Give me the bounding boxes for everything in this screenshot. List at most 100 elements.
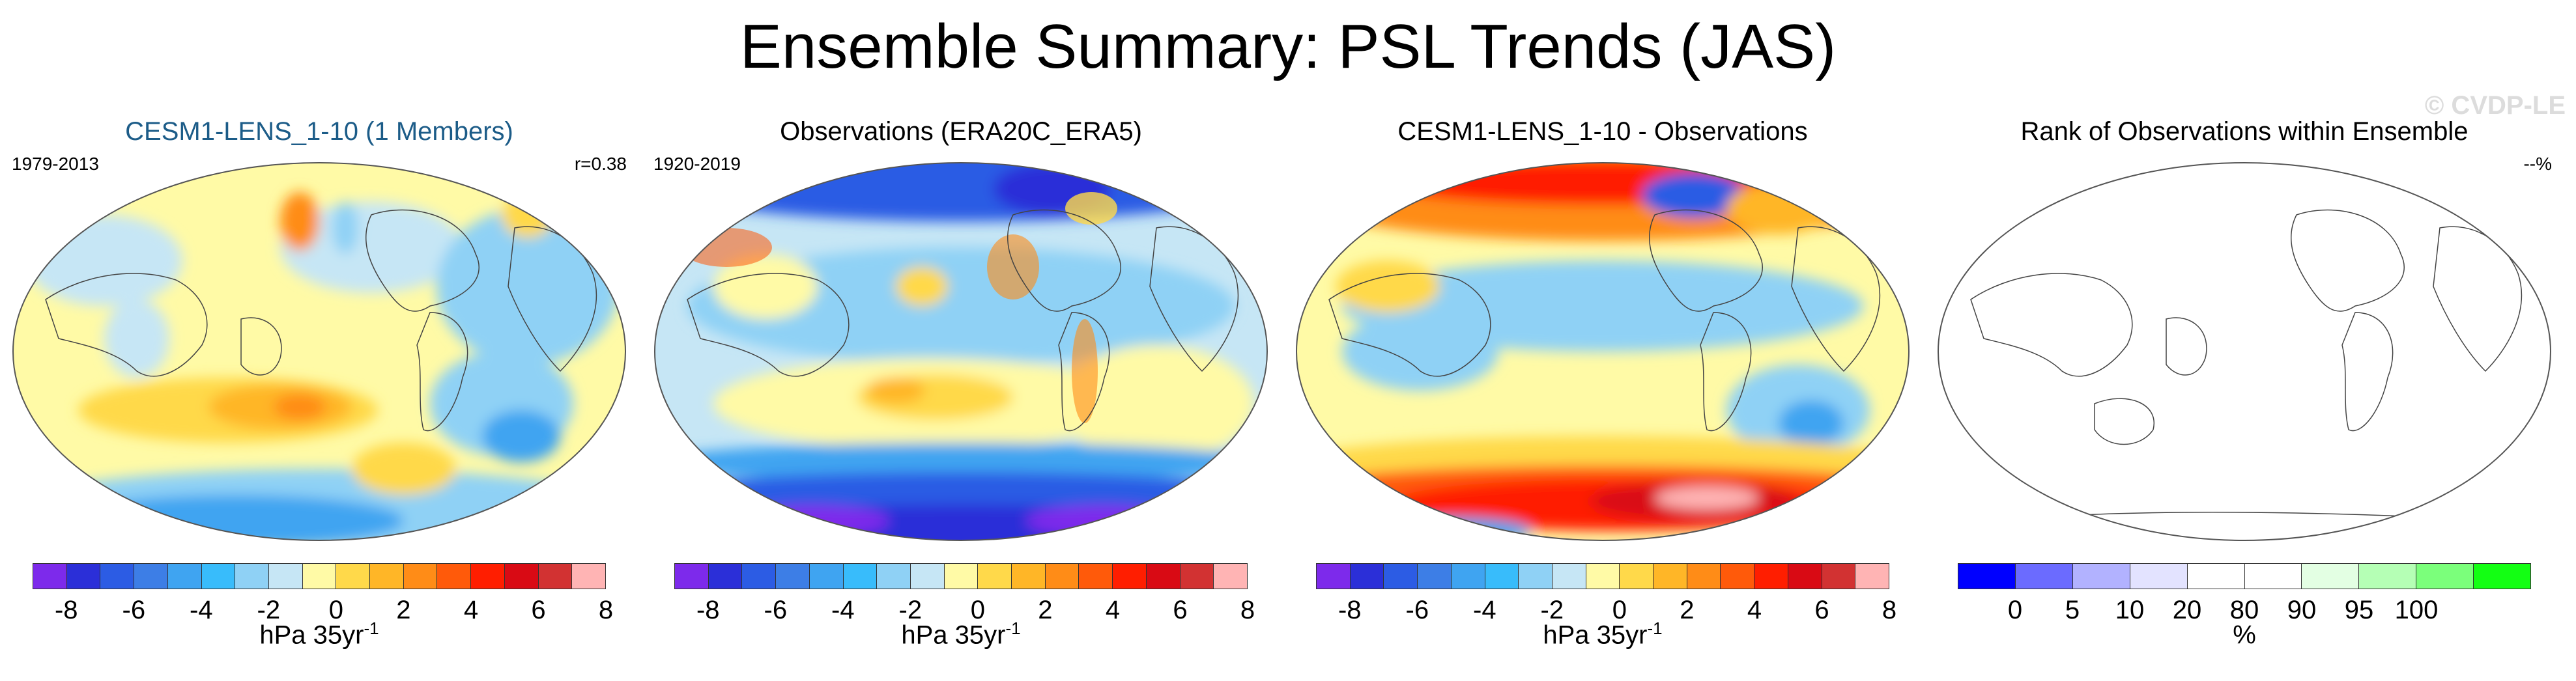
colorbar-box <box>910 563 945 589</box>
colorbar-box <box>1958 563 2016 589</box>
colorbar-tick-label: -8 <box>54 596 78 624</box>
field-blob <box>1655 486 1759 510</box>
colorbar-tick-label: 2 <box>396 596 411 624</box>
field-blob <box>1642 173 1746 218</box>
colorbar-box <box>538 563 573 589</box>
colorbar-box <box>944 563 979 589</box>
colorbar-tick-label: 80 <box>2229 596 2259 624</box>
coastline <box>416 312 468 432</box>
colorbar-box <box>302 563 337 589</box>
colorbar-tick-label: -2 <box>257 596 281 624</box>
colorbar-box <box>1316 563 1351 589</box>
field-blob <box>280 192 319 251</box>
field-blob <box>26 215 182 306</box>
colorbar-tick-label: 6 <box>1814 596 1829 624</box>
colorbar-box <box>2015 563 2073 589</box>
rank-map <box>1938 162 2551 541</box>
colorbar-tick-label: 8 <box>1240 596 1255 624</box>
colorbar-units: % <box>1925 618 2564 650</box>
map-border <box>1938 162 2551 541</box>
colorbar-tick-label: 2 <box>1038 596 1053 624</box>
colorbar-tick-label: 4 <box>1105 596 1121 624</box>
colorbar-box <box>1519 563 1553 589</box>
colorbar-box <box>809 563 844 589</box>
colorbar-box <box>471 563 505 589</box>
coastline <box>45 273 208 377</box>
colorbar-tick-label: 2 <box>1680 596 1695 624</box>
colorbar-tick-label: 8 <box>598 596 614 624</box>
colorbar-units: hPa 35yr-1 <box>1283 618 1922 650</box>
colorbar-box <box>1350 563 1384 589</box>
colorbar-box <box>134 563 168 589</box>
colorbar-box <box>33 563 67 589</box>
colorbar-box <box>370 563 404 589</box>
colorbar-ticks: -8 -6 -4 -2 0 2 4 6 8 <box>1316 596 1896 628</box>
units-exponent: -1 <box>1647 618 1663 638</box>
colorbar-box <box>2072 563 2130 589</box>
coastline <box>240 317 282 376</box>
colorbar-units: hPa 35yr-1 <box>642 618 1280 650</box>
colorbar-tick-label: 5 <box>2065 596 2080 624</box>
colorbar-tick-label: -6 <box>764 596 788 624</box>
colorbar-box <box>1214 563 1248 589</box>
units-exponent: -1 <box>364 618 379 638</box>
map-border <box>1296 162 1910 541</box>
coastline <box>2341 312 2394 432</box>
colorbar-box <box>877 563 911 589</box>
colorbar-tick-label: 0 <box>970 596 985 624</box>
colorbar-box <box>776 563 810 589</box>
colorbar-tick-label: 20 <box>2172 596 2202 624</box>
coastline <box>2291 209 2405 312</box>
field-blob <box>352 443 456 495</box>
colorbar-tick-label: 4 <box>1747 596 1762 624</box>
colorbar-tick-label: -8 <box>696 596 720 624</box>
coastline <box>1970 273 2133 377</box>
panel-title: CESM1-LENS_1-10 - Observations <box>1397 117 1808 146</box>
colorbar-box <box>2187 563 2245 589</box>
colorbar-box <box>843 563 878 589</box>
colorbar-box <box>1822 563 1856 589</box>
field-blob <box>274 394 326 420</box>
figure-title: Ensemble Summary: PSL Trends (JAS) <box>739 12 1837 81</box>
colorbar-box <box>1384 563 1418 589</box>
colorbar <box>33 563 606 589</box>
colorbar-box <box>504 563 539 589</box>
coastline <box>1328 273 1491 377</box>
field-blob <box>687 247 1235 365</box>
field-blob <box>866 378 925 404</box>
map-background <box>1938 163 2551 540</box>
colorbar-box <box>572 563 606 589</box>
colorbar-box <box>66 563 101 589</box>
colorbar-box <box>742 563 777 589</box>
colorbar-box <box>1079 563 1113 589</box>
coastline <box>2094 398 2155 445</box>
colorbar-box <box>1788 563 1822 589</box>
colorbar-box <box>1045 563 1080 589</box>
coastline <box>687 273 850 377</box>
colorbar <box>674 563 1248 589</box>
map-border <box>12 162 626 541</box>
colorbar-tick-label: -4 <box>831 596 855 624</box>
units-label: hPa 35yr <box>901 620 1006 650</box>
colorbar-tick-label: 0 <box>328 596 343 624</box>
colorbar-box <box>2302 563 2360 589</box>
colorbar-box <box>167 563 202 589</box>
colorbar <box>1958 563 2532 589</box>
panel-title: CESM1-LENS_1-10 (1 Members) <box>125 117 513 146</box>
colorbar-box <box>1620 563 1654 589</box>
panel-observations: Observations (ERA20C_ERA5) 1920-2019 <box>642 117 1280 677</box>
coastline <box>2166 317 2207 376</box>
colorbar-tick-label: -4 <box>190 596 213 624</box>
colorbar-tick-label: 90 <box>2287 596 2317 624</box>
field-blob <box>104 299 169 378</box>
colorbar-box <box>1552 563 1586 589</box>
units-label: hPa 35yr <box>259 620 364 650</box>
colorbar-box <box>1586 563 1620 589</box>
coastline <box>1700 312 1752 432</box>
colorbar-ticks: 0 5 10 20 80 90 95 100 <box>1958 596 2531 628</box>
field-blob <box>482 410 560 462</box>
colorbar <box>1316 563 1889 589</box>
panel-difference: CESM1-LENS_1-10 - Observations <box>1283 117 1922 677</box>
colorbar-box <box>2474 563 2532 589</box>
colorbar-box <box>1180 563 1214 589</box>
